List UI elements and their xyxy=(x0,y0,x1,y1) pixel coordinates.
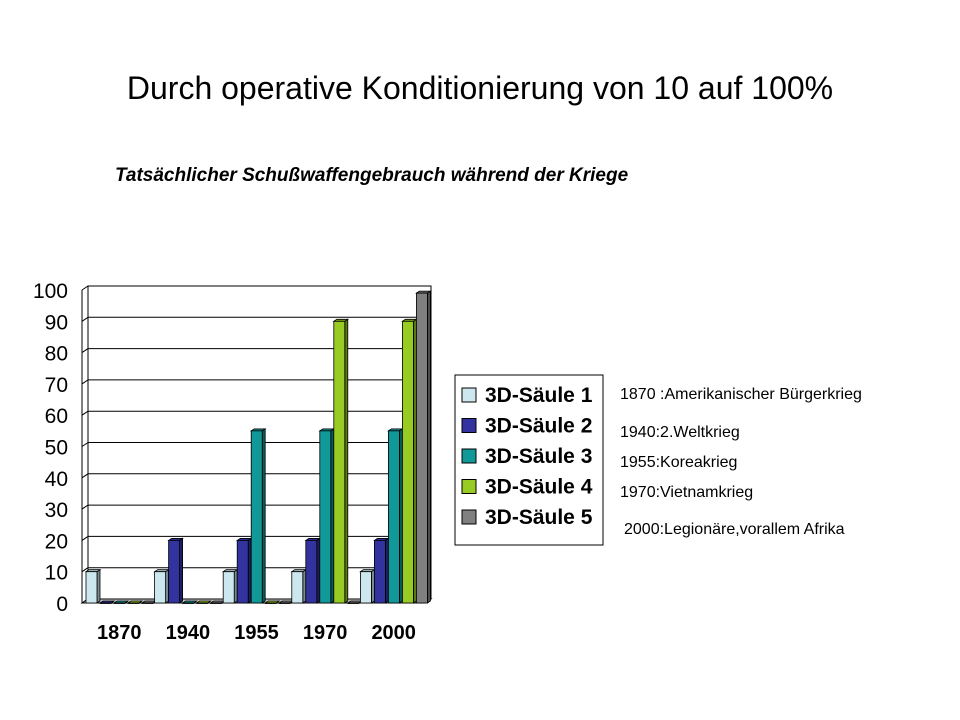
bar-side xyxy=(179,537,184,604)
note-1940: 1940:2.Weltkrieg xyxy=(620,424,740,441)
legend-label: 3D-Säule 3 xyxy=(485,445,592,468)
grid-connector xyxy=(81,535,89,541)
x-tick-label: 2000 xyxy=(371,622,416,644)
bar xyxy=(168,540,181,604)
y-tick-label: 90 xyxy=(45,311,68,334)
y-tick-label: 30 xyxy=(45,499,68,522)
bar xyxy=(196,602,209,604)
note-1970: 1970:Vietnamkrieg xyxy=(620,484,754,501)
bar xyxy=(113,602,126,604)
x-tick-label: 1955 xyxy=(234,622,279,644)
grid-connector xyxy=(81,379,89,385)
bar-side xyxy=(398,428,403,604)
bar xyxy=(210,602,223,604)
y-tick-label: 100 xyxy=(33,280,68,303)
bar xyxy=(154,571,167,604)
bar xyxy=(415,292,428,604)
bar xyxy=(401,320,414,604)
bar-side xyxy=(384,537,389,604)
x-tick-label: 1870 xyxy=(97,622,142,644)
bar xyxy=(141,602,154,604)
bar xyxy=(222,571,235,604)
bar-side xyxy=(233,568,238,604)
bar-side xyxy=(344,318,349,604)
x-tick-label: 1970 xyxy=(303,622,348,644)
grid-connector xyxy=(81,567,89,573)
bar xyxy=(250,430,263,604)
bar-side xyxy=(96,568,101,604)
y-tick-label: 60 xyxy=(45,405,68,428)
bar xyxy=(264,602,277,604)
y-tick-label: 0 xyxy=(56,593,68,616)
page-title: Durch operative Konditionierung von 10 a… xyxy=(126,70,834,106)
bar-side xyxy=(412,318,417,604)
legend-swatch xyxy=(461,387,477,403)
bar xyxy=(182,602,195,604)
bar-side xyxy=(247,537,252,604)
grid-connector xyxy=(81,348,89,354)
bar-side xyxy=(165,568,170,604)
y-tick-label: 70 xyxy=(45,374,68,397)
grid-connector xyxy=(81,442,89,447)
grid-connector xyxy=(81,410,89,416)
bar xyxy=(278,602,291,604)
bar-side xyxy=(261,428,266,604)
y-tick-label: 10 xyxy=(45,562,68,585)
legend-swatch xyxy=(461,418,477,433)
bar-side xyxy=(426,290,431,604)
legend-label: 3D-Säule 2 xyxy=(485,415,592,438)
y-tick-label: 80 xyxy=(45,343,68,366)
bar xyxy=(236,540,249,604)
chart-subtitle: Tatsächlicher Schußwaffengebrauch währen… xyxy=(115,165,629,186)
bar xyxy=(359,571,372,604)
bar xyxy=(305,540,318,604)
bar-side xyxy=(316,537,321,604)
grid-connector xyxy=(81,285,89,291)
bar xyxy=(99,602,112,604)
legend-label: 3D-Säule 1 xyxy=(485,384,593,407)
grid-connector xyxy=(81,504,89,510)
y-tick-label: 20 xyxy=(45,530,68,553)
bar xyxy=(387,430,400,604)
bar xyxy=(319,430,332,604)
bar-side xyxy=(370,568,375,604)
bar-side xyxy=(330,428,335,604)
bar xyxy=(347,602,360,604)
note-2000: 2000:Legionäre,vorallem Afrika xyxy=(624,521,845,538)
legend-label: 3D-Säule 5 xyxy=(485,506,593,529)
bar xyxy=(291,571,304,604)
note-1870: 1870 :Amerikanischer Bürgerkrieg xyxy=(620,386,862,403)
bar xyxy=(127,602,140,604)
legend-swatch xyxy=(461,509,477,525)
x-tick-label: 1940 xyxy=(166,622,211,644)
grid-connector xyxy=(81,473,89,479)
note-1955: 1955:Koreakrieg xyxy=(620,454,738,471)
bar xyxy=(333,320,346,604)
grid-connector xyxy=(81,316,89,322)
bar xyxy=(85,571,98,604)
legend-label: 3D-Säule 4 xyxy=(485,476,593,499)
legend-swatch xyxy=(461,448,477,464)
legend-swatch xyxy=(461,479,477,494)
bar xyxy=(373,540,386,604)
y-tick-label: 40 xyxy=(45,468,68,491)
bar-side xyxy=(302,568,307,604)
y-tick-label: 50 xyxy=(45,437,68,460)
legend-box xyxy=(454,374,604,546)
